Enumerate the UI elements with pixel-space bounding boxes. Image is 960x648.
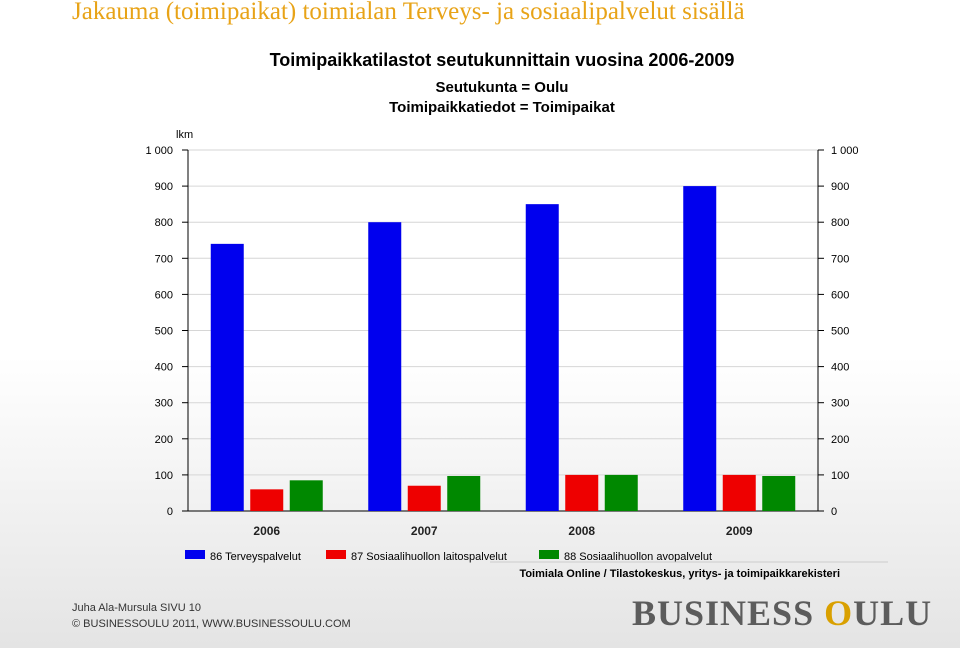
y-tick-label-right: 300 bbox=[831, 398, 849, 410]
y-tick-label-right: 1 000 bbox=[831, 145, 859, 157]
y-tick-label-left: 1 000 bbox=[145, 145, 173, 157]
business-oulu-logo: BUSINESS OULU bbox=[632, 592, 932, 634]
x-tick-label: 2006 bbox=[253, 524, 280, 538]
legend-label: 88 Sosiaalihuollon avopalvelut bbox=[564, 551, 712, 563]
logo-word-1: BUSINESS bbox=[632, 593, 825, 633]
y-tick-label-right: 400 bbox=[831, 362, 849, 374]
bar bbox=[722, 474, 756, 511]
bar bbox=[289, 480, 323, 511]
bar bbox=[368, 222, 402, 511]
y-tick-label-left: 600 bbox=[155, 289, 173, 301]
footer-copyright: © BUSINESSOULU 2011, WWW.BUSINESSOULU.CO… bbox=[72, 618, 351, 630]
y-tick-label-left: 500 bbox=[155, 326, 173, 338]
slide-title: Jakauma (toimipaikat) toimialan Terveys-… bbox=[72, 0, 745, 25]
x-tick-label: 2008 bbox=[568, 524, 595, 538]
y-tick-label-left: 800 bbox=[155, 217, 173, 229]
y-tick-label-right: 900 bbox=[831, 181, 849, 193]
legend-swatch bbox=[326, 550, 346, 559]
y-tick-label-right: 700 bbox=[831, 253, 849, 265]
chart-title: Toimipaikkatilastot seutukunnittain vuos… bbox=[270, 50, 735, 70]
y-tick-label-left: 200 bbox=[155, 434, 173, 446]
y-tick-label-right: 200 bbox=[831, 434, 849, 446]
logo-letter-o: O bbox=[824, 593, 854, 633]
bar bbox=[683, 186, 717, 511]
y-tick-label-left: 100 bbox=[155, 470, 173, 482]
bar bbox=[210, 243, 244, 512]
logo-word-2: ULU bbox=[853, 593, 933, 633]
y-tick-label-right: 500 bbox=[831, 326, 849, 338]
y-tick-label-left: 400 bbox=[155, 362, 173, 374]
y-tick-label-right: 100 bbox=[831, 470, 849, 482]
y-tick-label-right: 0 bbox=[831, 506, 837, 518]
y-tick-label-right: 600 bbox=[831, 289, 849, 301]
y-tick-label-left: 300 bbox=[155, 398, 173, 410]
y-tick-label-right: 800 bbox=[831, 217, 849, 229]
bar bbox=[407, 485, 441, 511]
bar bbox=[447, 475, 481, 511]
bars-layer bbox=[210, 186, 796, 512]
footer-author: Juha Ala-Mursula SIVU 10 bbox=[72, 602, 202, 614]
grid-layer: 0 0 100 100 200 200 300 300 400 400 500 500 600 600 70… bbox=[145, 145, 858, 518]
bar bbox=[762, 475, 796, 511]
legend-label: 87 Sosiaalihuollon laitospalvelut bbox=[351, 551, 507, 563]
y-axis-label: lkm bbox=[176, 129, 193, 141]
x-tick-label: 2007 bbox=[411, 524, 438, 538]
chart-subtitle-region: Seutukunta = Oulu bbox=[436, 79, 569, 96]
legend: 86 Terveyspalvelut 87 Sosiaalihuollon lai… bbox=[185, 550, 712, 563]
legend-label: 86 Terveyspalvelut bbox=[210, 551, 301, 563]
x-tick-label: 2009 bbox=[726, 524, 753, 538]
chart-source: Toimiala Online / Tilastokeskus, yritys-… bbox=[519, 568, 840, 580]
chart-subtitle-measure: Toimipaikkatiedot = Toimipaikat bbox=[389, 99, 615, 116]
bar bbox=[604, 474, 638, 511]
legend-swatch bbox=[539, 550, 559, 559]
bar bbox=[565, 474, 599, 511]
footer: Juha Ala-Mursula SIVU 10 © BUSINESSOULU … bbox=[72, 600, 351, 632]
y-tick-label-left: 900 bbox=[155, 181, 173, 193]
bar bbox=[250, 489, 284, 511]
legend-swatch bbox=[185, 550, 205, 559]
bar bbox=[525, 204, 559, 511]
y-tick-label-left: 0 bbox=[167, 506, 173, 518]
x-tick-labels: 2006 2007 2008 2009 bbox=[253, 524, 753, 538]
y-tick-label-left: 700 bbox=[155, 253, 173, 265]
